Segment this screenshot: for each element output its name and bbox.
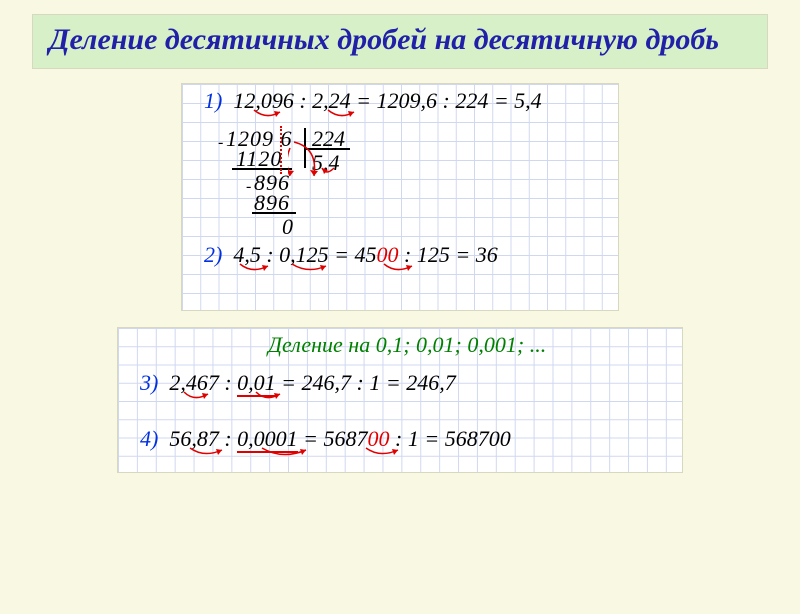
minus-icon: - — [246, 178, 251, 196]
ex1-expr: 12,096 : 2,24 = 1209,6 : 224 = 5,4 — [233, 88, 541, 113]
minus-icon: - — [218, 134, 223, 152]
ld-sub1: 1120 — [236, 148, 282, 170]
ex2-result: 36 — [476, 242, 498, 267]
ex3-index: 3) — [140, 370, 158, 395]
page-title: Деление десятичных дробей на десятичную … — [49, 23, 751, 58]
ex4-lhs-b: 0,0001 — [237, 426, 298, 453]
ld-quotient: 5,4 — [312, 152, 340, 174]
ex3-rhs-a: 246,7 — [302, 370, 352, 395]
ex2-lhs-b: 0,125 — [279, 242, 329, 267]
ex3-rhs-b: 1 — [369, 370, 380, 395]
ex2-lhs-a: 4,5 — [233, 242, 261, 267]
worked-panel-top: 1) 12,096 : 2,24 = 1209,6 : 224 = 5,4 12… — [181, 83, 619, 311]
ex3-lhs-b: 0,01 — [237, 370, 276, 397]
ex1-line: 1) 12,096 : 2,24 = 1209,6 : 224 = 5,4 — [204, 90, 542, 112]
ld-sub2: 896 — [254, 192, 290, 214]
ex2-rhs-b: 125 — [417, 242, 450, 267]
ex4-index: 4) — [140, 426, 158, 451]
ex3-line: 3) 2,467 : 0,01 = 246,7 : 1 = 246,7 — [140, 372, 456, 394]
title-band: Деление десятичных дробей на десятичную … — [32, 14, 768, 69]
ld-divisor: 224 — [312, 128, 345, 150]
ex4-rhs-pad: 00 — [368, 426, 390, 451]
ld-rem2: 0 — [282, 216, 293, 238]
ex2-rhs-a: 45 — [355, 242, 377, 267]
ex2-line: 2) 4,5 : 0,125 = 4500 : 125 = 36 — [204, 244, 498, 266]
ex4-result: 568700 — [445, 426, 511, 451]
ex3-result: 246,7 — [406, 370, 456, 395]
ex1-index: 1) — [204, 88, 222, 113]
ex4-rhs-a: 5687 — [324, 426, 368, 451]
ex4-line: 4) 56,87 : 0,0001 = 568700 : 1 = 568700 — [140, 428, 511, 450]
ex2-rhs-pad: 00 — [377, 242, 399, 267]
ex4-rhs-b: 1 — [408, 426, 419, 451]
decimal-marker — [280, 126, 282, 174]
worked-panel-bottom: Деление на 0,1; 0,01; 0,001; ... 3) 2,46… — [117, 327, 683, 473]
ex4-lhs-a: 56,87 — [169, 426, 219, 451]
ex2-index: 2) — [204, 242, 222, 267]
ex3-lhs-a: 2,467 — [169, 370, 219, 395]
rule-line: Деление на 0,1; 0,01; 0,001; ... — [268, 334, 546, 356]
